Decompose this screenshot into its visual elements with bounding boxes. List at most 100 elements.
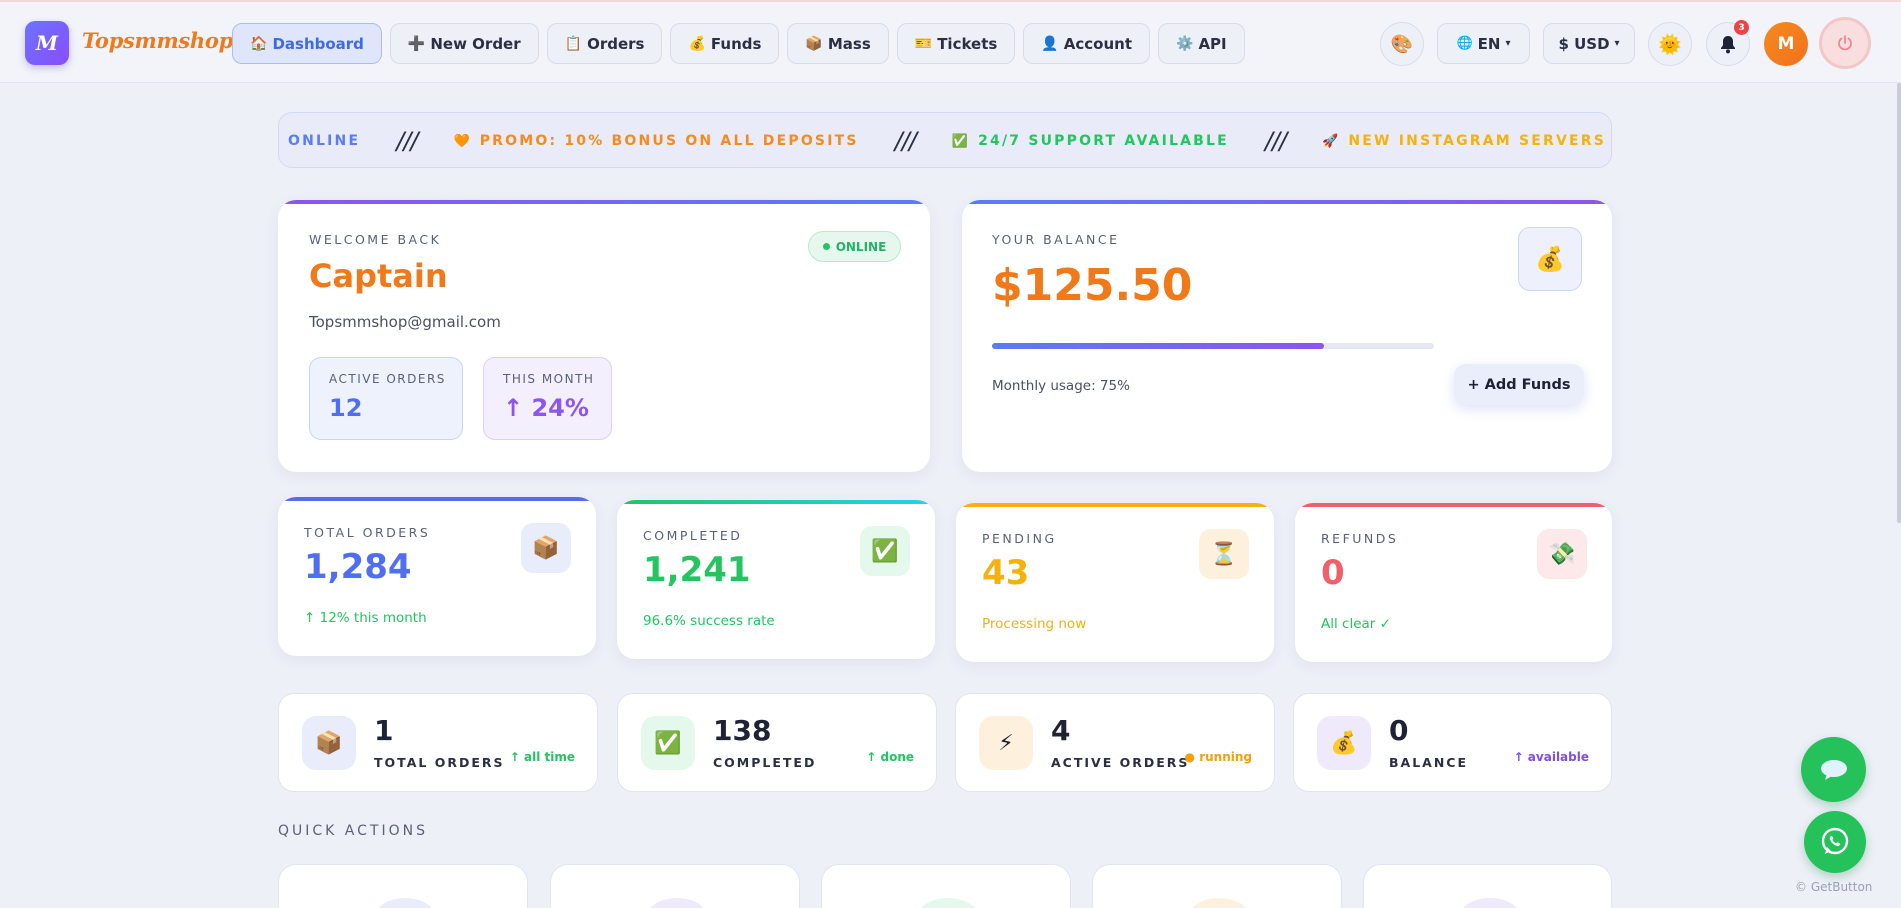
chat-bubble-icon	[1820, 759, 1847, 780]
quick-action-card[interactable]	[821, 864, 1071, 908]
brand-logo[interactable]: M	[25, 21, 69, 65]
clipboard-icon: 📋	[564, 35, 583, 52]
nav-account[interactable]: 👤 Account	[1023, 23, 1150, 64]
globe-icon: 🌐	[1456, 36, 1473, 51]
bell-icon	[1721, 35, 1735, 53]
chat-fab-button[interactable]	[1801, 737, 1866, 802]
scrollbar-thumb[interactable]	[1897, 83, 1901, 523]
ticker-separator: ///	[894, 127, 917, 155]
summary-tag: ↑ done	[866, 750, 914, 764]
theme-toggle-button[interactable]: 🌞	[1648, 22, 1692, 66]
nav-label: New Order	[430, 34, 521, 53]
getbutton-text: GetButton	[1810, 880, 1873, 894]
user-avatar[interactable]: M	[1764, 22, 1808, 66]
stat-sub: ↑ 12% this month	[304, 610, 427, 626]
logo-letter: M	[35, 31, 59, 55]
balance-card: YOUR BALANCE $125.50 💰 Monthly usage: 75…	[962, 200, 1612, 472]
user-email: Topsmmshop@gmail.com	[309, 313, 501, 331]
mini-value: ↑ 24%	[503, 394, 589, 422]
stat-value: 43	[982, 553, 1030, 593]
top-navbar: M Topsmmshop 🏠 Dashboard ➕ New Order 📋 Orde…	[0, 0, 1901, 83]
quick-actions-title: QUICK ACTIONS	[278, 823, 428, 839]
quick-action-icon	[1459, 898, 1521, 908]
palette-icon: 🎨	[1390, 33, 1414, 55]
active-orders-mini: ACTIVE ORDERS 12	[309, 357, 463, 440]
quick-action-card[interactable]	[1092, 864, 1342, 908]
stat-value: 0	[1321, 553, 1345, 593]
stat-card-completed: COMPLETED 1,241 96.6% success rate ✅	[617, 500, 935, 659]
hourglass-icon: ⏳	[1199, 529, 1249, 579]
summary-tag: ↑ all time	[509, 750, 575, 764]
ticker-item: PROMO: 10% BONUS ON ALL DEPOSITS	[479, 133, 859, 149]
sun-icon: 🌞	[1658, 33, 1682, 56]
card-accent-bar	[1295, 503, 1612, 507]
ticker-item: ONLINE	[288, 133, 361, 149]
currency-value: $ USD	[1558, 34, 1610, 53]
getbutton-credit[interactable]: © GetButton	[1795, 880, 1873, 894]
check-icon: ✅	[860, 526, 910, 576]
ticker-separator: ///	[396, 127, 418, 155]
summary-card-total-orders: 📦 1 TOTAL ORDERS ↑ all time	[278, 693, 598, 792]
nav-label: Account	[1063, 34, 1132, 53]
currency-select[interactable]: $ USD ▾	[1543, 23, 1635, 64]
summary-card-completed: ✅ 138 COMPLETED ↑ done	[617, 693, 937, 792]
ticker-item: NEW INSTAGRAM SERVERS LIVE	[1348, 133, 1611, 149]
power-icon	[1838, 35, 1852, 51]
nav-orders[interactable]: 📋 Orders	[546, 23, 663, 64]
stat-label: COMPLETED	[643, 528, 743, 543]
summary-label: COMPLETED	[713, 755, 817, 770]
nav-dashboard[interactable]: 🏠 Dashboard	[232, 23, 382, 64]
add-funds-button[interactable]: + Add Funds	[1454, 364, 1584, 405]
card-accent-bar	[962, 200, 1612, 204]
quick-action-card[interactable]	[550, 864, 800, 908]
notifications-button[interactable]: 3	[1706, 20, 1750, 66]
language-select[interactable]: 🌐 EN ▾	[1437, 23, 1530, 64]
logout-button[interactable]	[1819, 17, 1871, 69]
rocket-icon: 🚀	[1322, 133, 1339, 149]
summary-tag: ↑ available	[1513, 750, 1589, 764]
nav-mass[interactable]: 📦 Mass	[787, 23, 889, 64]
stat-sub: All clear ✓	[1321, 616, 1391, 632]
whatsapp-fab-button[interactable]	[1804, 811, 1866, 873]
usage-progress-bar	[992, 343, 1434, 349]
this-month-mini: THIS MONTH ↑ 24%	[483, 357, 612, 440]
user-name: Captain	[309, 257, 448, 295]
brand-name[interactable]: Topsmmshop	[82, 28, 233, 53]
nav-tickets[interactable]: 🎫 Tickets	[896, 23, 1016, 64]
money-bag-icon: 💰	[688, 35, 706, 52]
status-dot	[822, 243, 830, 250]
stat-label: REFUNDS	[1321, 531, 1399, 546]
summary-value: 1	[374, 714, 394, 747]
theme-palette-button[interactable]: 🎨	[1380, 22, 1424, 66]
nav-api[interactable]: ⚙️ API	[1158, 23, 1245, 64]
announcement-ticker: ONLINE /// 🧡 PROMO: 10% BONUS ON ALL DEP…	[278, 112, 1612, 168]
stat-card-refunds: REFUNDS 0 All clear ✓ 💸	[1295, 503, 1612, 662]
nav-label: API	[1198, 34, 1227, 53]
chevron-down-icon: ▾	[1505, 38, 1511, 49]
summary-label: TOTAL ORDERS	[374, 755, 505, 770]
stat-sub: Processing now	[982, 616, 1087, 632]
nav-funds[interactable]: 💰 Funds	[670, 23, 780, 64]
lightning-icon: ⚡	[979, 716, 1033, 770]
summary-card-balance: 💰 0 BALANCE ↑ available	[1293, 693, 1612, 792]
gear-icon: ⚙️	[1176, 35, 1194, 52]
ticker-separator: ///	[1264, 127, 1287, 155]
nav-label: Mass	[827, 34, 871, 53]
quick-action-icon	[917, 898, 979, 908]
package-icon: 📦	[302, 716, 356, 770]
usage-text: Monthly usage: 75%	[992, 378, 1130, 394]
nav-new-order[interactable]: ➕ New Order	[389, 23, 539, 64]
whatsapp-icon	[1821, 827, 1849, 855]
card-accent-bar	[617, 500, 935, 504]
money-bag-icon: 💰	[1518, 227, 1582, 291]
card-accent-bar	[278, 200, 930, 204]
home-icon: 🏠	[250, 35, 268, 52]
quick-action-card[interactable]	[1363, 864, 1612, 908]
ticket-icon: 🎫	[914, 35, 933, 52]
card-accent-bar	[278, 497, 596, 501]
check-icon: ✅	[951, 133, 969, 149]
check-icon: ✅	[641, 716, 695, 770]
online-status-badge: ONLINE	[808, 231, 901, 262]
quick-action-card[interactable]	[278, 864, 528, 908]
stat-card-pending: PENDING 43 Processing now ⏳	[956, 503, 1274, 662]
